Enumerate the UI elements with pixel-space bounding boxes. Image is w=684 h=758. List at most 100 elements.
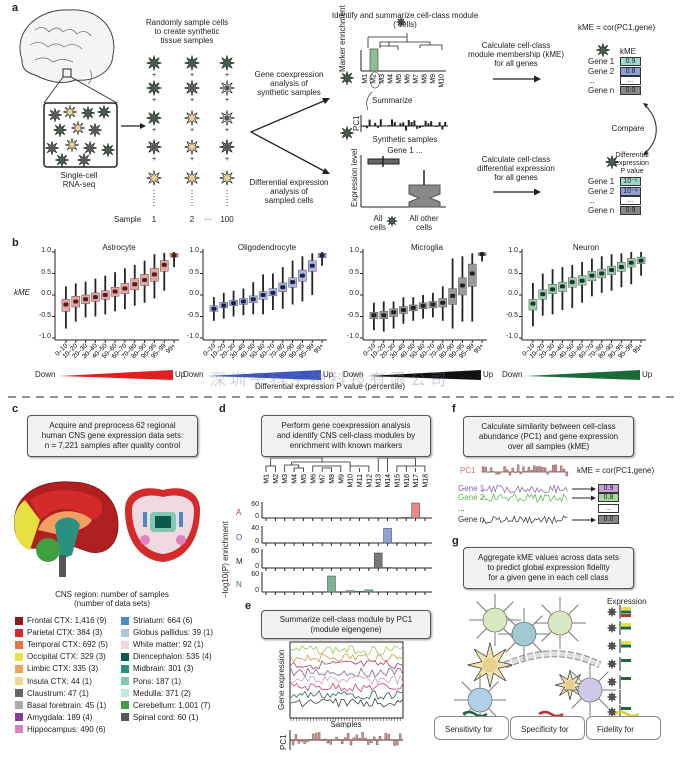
enrichment-bar	[402, 517, 411, 519]
pc1-bar	[438, 122, 441, 126]
legend-label: Striatum: 664 (6)	[133, 616, 193, 625]
branch-arrows	[249, 98, 330, 174]
legend-swatch	[15, 725, 23, 734]
summarize-label: Summarize	[372, 96, 413, 105]
ytick-label: -1.0	[186, 333, 199, 340]
astrocyte-cell-icon	[396, 17, 406, 27]
module-label: M8	[329, 474, 336, 484]
direction-gradient	[207, 370, 321, 380]
panel-c-step-box: Acquire and preprocess 62 regional human …	[27, 415, 198, 457]
median-mark	[559, 284, 565, 289]
gene-expression-line	[290, 653, 404, 663]
pc1-bar	[297, 739, 300, 744]
cell-class-label: O	[236, 532, 243, 542]
table-gene-label: Gene 1	[588, 177, 615, 186]
legend-label: Claustrum: 47 (1)	[27, 688, 89, 698]
ytick-label: 0	[255, 538, 259, 545]
plus-sign: +	[152, 72, 156, 79]
pc1-bar	[294, 734, 298, 741]
legend-item: Spinal cord: 60 (1)	[121, 713, 198, 722]
pc1-bar	[444, 122, 447, 126]
astrocyte-cell-icon	[81, 106, 95, 120]
panel-label-d: d	[219, 403, 226, 415]
module-label: M1	[264, 474, 271, 484]
legend-label: Cerebellum: 1,001 (7)	[133, 700, 211, 710]
enrichment-bar	[327, 575, 336, 593]
pc1-bar	[554, 464, 558, 473]
enrichment-bar	[383, 528, 392, 544]
oligodendrocyte-cell-icon	[607, 659, 617, 669]
pc1-bar	[516, 464, 520, 473]
oligodendrocyte-cell-icon	[88, 123, 102, 137]
direction-gradient	[526, 370, 640, 380]
oligodendrocyte-cell-icon	[45, 141, 59, 155]
table-value: ...	[620, 196, 641, 206]
pc1-bar	[511, 467, 514, 473]
astrocyte-cell-icon	[605, 155, 619, 169]
diffexp-text: Differential expression analysis of sample…	[249, 178, 329, 206]
pc1-bar	[393, 739, 396, 746]
legend-item: Diencephalon: 535 (4)	[121, 652, 212, 661]
median-mark	[151, 272, 157, 277]
median-mark	[132, 282, 138, 287]
gene-expression-ylabel: Gene expression	[277, 649, 286, 710]
oligodendrocyte-cell-icon	[77, 153, 91, 167]
module-label: M9	[338, 474, 345, 484]
marker-enrichment-ylabel: Marker enrichment	[338, 5, 347, 72]
synthetic-samples-label: Synthetic samples	[372, 135, 438, 144]
table-value: 0.9	[620, 57, 641, 66]
legend-swatch	[121, 701, 129, 710]
module-label: M3	[282, 474, 289, 484]
pc1-bar	[300, 739, 303, 742]
pc1-bar	[503, 466, 506, 473]
legend-item: Pons: 187 (1)	[121, 677, 181, 686]
pc1-bar	[549, 470, 552, 473]
enrichment-bar	[373, 552, 383, 569]
module-label: M6	[405, 74, 412, 84]
ytick-label: -0.5	[505, 311, 518, 319]
table-gene-label: Gene 1	[588, 57, 615, 66]
module-label: M16	[404, 474, 411, 488]
panel-label-a: a	[12, 2, 19, 14]
pc1-bar	[361, 731, 364, 741]
expression-level-ylabel: Expression level	[350, 148, 359, 207]
pc1-label-e: PC1	[279, 734, 288, 750]
oligodendrocyte-cell-icon	[607, 607, 617, 617]
pc1-bar	[541, 467, 544, 473]
module-label: M3	[379, 74, 386, 84]
legend-label: Frontal CTX: 1,416 (9)	[27, 616, 107, 625]
pc1-bar	[530, 469, 533, 473]
module-dendrogram-and-enrichment: M1 M2 M3 M4 M5 M6 M7 M8 M9 M10	[340, 17, 619, 227]
sample-title: Randomly sample cells to create synthetic…	[145, 18, 229, 46]
legend-item: Striatum: 664 (6)	[121, 616, 193, 625]
panel-label-c: c	[12, 403, 19, 415]
neuron-cell-icon	[184, 170, 200, 186]
median-mark	[569, 280, 575, 285]
legend-item: Midbrain: 301 (3)	[121, 664, 193, 673]
enrichment-bar	[364, 589, 374, 593]
median-mark	[400, 308, 406, 313]
pc1-bar	[535, 466, 539, 473]
fidelity-box: Fidelity for	[586, 716, 661, 740]
gene-expression-line	[290, 690, 404, 700]
ytick-label: -1.0	[505, 333, 518, 340]
panel-d-enrichment-chart: M1 M2 M3 M4 M5 M6 M7 M8 M9 M10 M11 M12 M13 M14 M15 M16 M…	[261, 451, 432, 595]
direction-gradient	[59, 370, 173, 380]
ytick-label: 0.0	[349, 290, 359, 297]
legend-item: Globus pallidus: 39 (1)	[121, 628, 213, 637]
oligodendrocyte-cell-icon	[219, 139, 235, 155]
pc1-bar	[315, 732, 318, 741]
legend-swatch	[121, 616, 129, 625]
pc1-bar	[309, 739, 312, 741]
median-mark	[102, 293, 108, 297]
legend-swatch	[15, 664, 23, 673]
median-mark	[459, 283, 465, 288]
ytick-label: -0.5	[186, 311, 199, 319]
oligodendrocyte-cell-icon	[607, 623, 617, 633]
median-mark	[440, 300, 446, 305]
pc1-bar	[377, 126, 379, 128]
pc1-bar	[323, 738, 327, 741]
median-mark	[381, 313, 387, 318]
expression-bar	[621, 614, 631, 617]
kme-value: 0.8	[598, 493, 619, 502]
